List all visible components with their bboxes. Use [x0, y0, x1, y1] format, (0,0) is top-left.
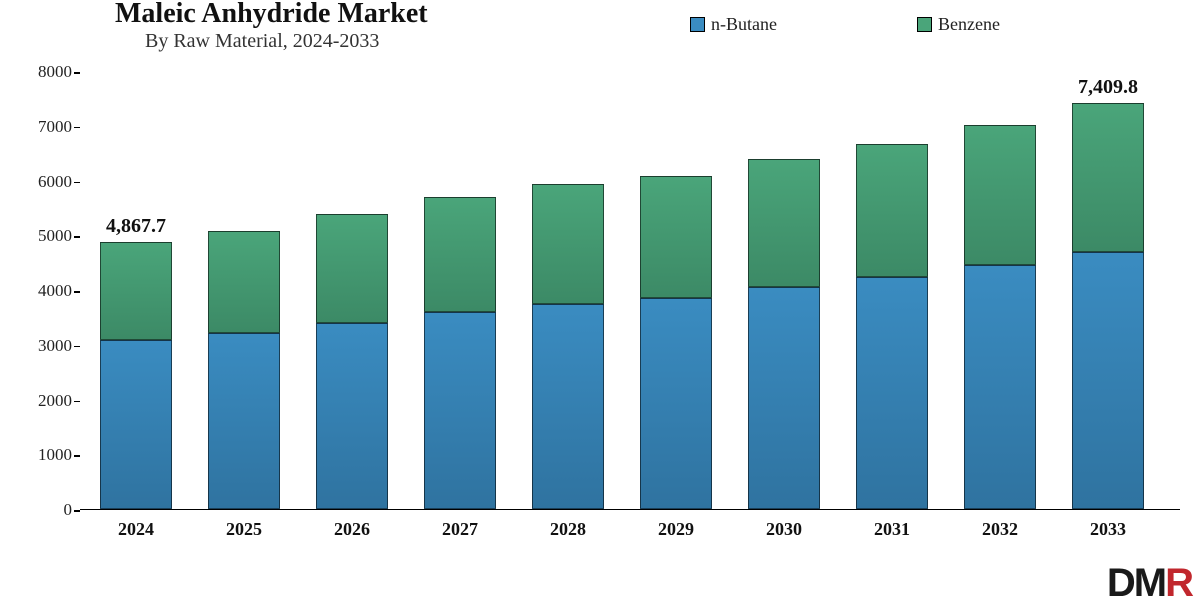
bar-segment-benzene	[856, 144, 928, 278]
x-tick-label: 2030	[748, 519, 820, 540]
bar-segment-nbutane	[532, 304, 604, 509]
bar-segment-nbutane	[424, 312, 496, 509]
y-tick-label: 1000	[22, 445, 72, 465]
y-tick-mark	[74, 346, 80, 348]
x-tick-label: 2026	[316, 519, 388, 540]
bar-segment-benzene	[1072, 103, 1144, 251]
y-tick-label: 3000	[22, 336, 72, 356]
x-tick-label: 2032	[964, 519, 1036, 540]
y-tick-mark	[74, 291, 80, 293]
x-tick-label: 2028	[532, 519, 604, 540]
y-tick-mark	[74, 182, 80, 184]
chart-subtitle: By Raw Material, 2024-2033	[145, 30, 379, 53]
bar-segment-benzene	[316, 214, 388, 322]
y-tick-mark	[74, 401, 80, 403]
value-label: 4,867.7	[86, 215, 187, 238]
bar-segment-benzene	[964, 125, 1036, 265]
bar-segment-nbutane	[640, 298, 712, 509]
bar-segment-nbutane	[100, 340, 172, 509]
logo-letter: M	[1134, 561, 1165, 605]
x-tick-label: 2029	[640, 519, 712, 540]
y-tick-label: 0	[22, 500, 72, 520]
y-tick-label: 7000	[22, 117, 72, 137]
y-tick-label: 2000	[22, 391, 72, 411]
brand-logo: DMR	[1107, 561, 1192, 606]
bar-segment-benzene	[100, 242, 172, 340]
bar-segment-nbutane	[748, 287, 820, 509]
bar-segment-nbutane	[856, 277, 928, 509]
x-tick-label: 2031	[856, 519, 928, 540]
legend-item-nbutane: n-Butane	[690, 14, 777, 35]
y-tick-label: 5000	[22, 226, 72, 246]
chart-container: Maleic Anhydride Market By Raw Material,…	[0, 0, 1200, 600]
x-tick-label: 2033	[1072, 519, 1144, 540]
legend-swatch-nbutane	[690, 17, 705, 32]
bar-segment-benzene	[532, 184, 604, 303]
y-tick-mark	[74, 127, 80, 129]
bar-segment-benzene	[424, 197, 496, 312]
y-tick-label: 4000	[22, 281, 72, 301]
bar-segment-nbutane	[964, 265, 1036, 509]
bar-segment-benzene	[208, 231, 280, 333]
y-tick-label: 8000	[22, 62, 72, 82]
y-tick-mark	[74, 72, 80, 74]
bar-segment-nbutane	[208, 333, 280, 509]
y-tick-label: 6000	[22, 172, 72, 192]
logo-letter: R	[1165, 561, 1192, 605]
legend: n-Butane Benzene	[690, 14, 1000, 35]
legend-label: n-Butane	[711, 14, 777, 35]
plot-area: 0100020003000400050006000700080002024202…	[80, 72, 1180, 510]
y-tick-mark	[74, 455, 80, 457]
x-tick-label: 2024	[100, 519, 172, 540]
bar-segment-nbutane	[1072, 252, 1144, 509]
legend-swatch-benzene	[917, 17, 932, 32]
chart-title: Maleic Anhydride Market	[115, 0, 428, 30]
logo-letter: D	[1107, 561, 1134, 605]
legend-item-benzene: Benzene	[917, 14, 1000, 35]
bar-segment-benzene	[640, 176, 712, 298]
legend-label: Benzene	[938, 14, 1000, 35]
value-label: 7,409.8	[1058, 76, 1159, 99]
y-tick-mark	[74, 236, 80, 238]
bar-segment-nbutane	[316, 323, 388, 509]
x-tick-label: 2025	[208, 519, 280, 540]
y-tick-mark	[74, 510, 80, 512]
x-tick-label: 2027	[424, 519, 496, 540]
bar-segment-benzene	[748, 159, 820, 287]
